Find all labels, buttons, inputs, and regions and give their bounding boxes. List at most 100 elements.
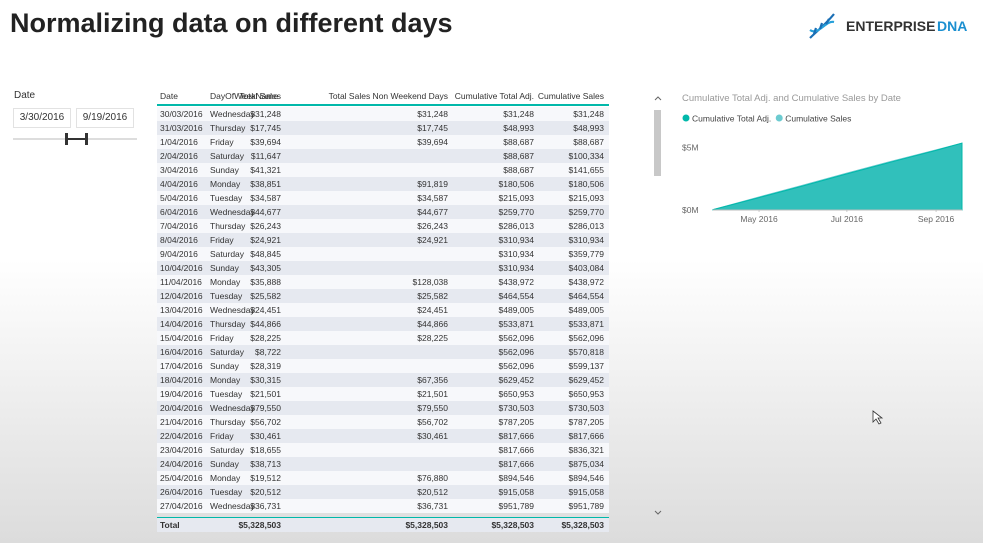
table-cell: Saturday <box>210 347 245 357</box>
table-cell: $19,512 <box>250 473 281 483</box>
slicer-start[interactable]: 3/30/2016 <box>13 108 71 128</box>
area <box>712 142 963 211</box>
table-cell: $5,328,503 <box>561 520 604 530</box>
table-cell: Total <box>160 520 180 530</box>
table-cell: $259,770 <box>498 207 534 217</box>
table-cell: Thursday <box>210 417 246 427</box>
table-cell: $8,722 <box>255 347 281 357</box>
table-header: Date DayOfWeekName Total Sales Total Sales … <box>157 89 609 106</box>
table-cell: $100,334 <box>568 151 604 161</box>
y-tick-label: $5M <box>682 142 699 152</box>
table-cell: $562,096 <box>498 347 534 357</box>
table-cell: Saturday <box>210 249 245 259</box>
table-row: 20/04/2016 Wednesday $79,550 $79,550 $730,50… <box>157 401 609 415</box>
table-cell: 17/04/2016 <box>160 361 203 371</box>
table-cell: Wednesday <box>210 109 255 119</box>
table-row: 22/04/2016 Friday $30,461 $30,461 $817,666 $8… <box>157 429 609 443</box>
table-cell: 8/04/2016 <box>160 235 198 245</box>
table-row: 14/04/2016 Thursday $44,866 $44,866 $533,871… <box>157 317 609 331</box>
slicer-track[interactable] <box>13 132 138 146</box>
table-cell: 14/04/2016 <box>160 319 203 329</box>
table-row: 21/04/2016 Thursday $56,702 $56,702 $787,205… <box>157 415 609 429</box>
table-cell: 9/04/2016 <box>160 249 198 259</box>
table-cell: $180,506 <box>498 179 534 189</box>
table-cell: $180,506 <box>568 179 604 189</box>
table-cell: $41,321 <box>250 165 281 175</box>
table-row: 17/04/2016 Sunday $28,319 $562,096 $599,137 <box>157 359 609 373</box>
table-cell: $533,871 <box>498 319 534 329</box>
table-row: 27/04/2016 Wednesday $36,731 $36,731 $951,78… <box>157 499 609 513</box>
table-cell: $259,770 <box>568 207 604 217</box>
table-row: 2/04/2016 Saturday $11,647 $88,687 $100,334 <box>157 149 609 163</box>
table-cell: $38,713 <box>250 459 281 469</box>
table-cell: Monday <box>210 179 241 189</box>
table-cell: $24,921 <box>250 235 281 245</box>
table-cell: $38,851 <box>250 179 281 189</box>
table-cell: Friday <box>210 137 234 147</box>
table-cell: $67,356 <box>417 375 448 385</box>
table-cell: 6/04/2016 <box>160 207 198 217</box>
slicer-end[interactable]: 9/19/2016 <box>76 108 134 128</box>
table-cell: $79,550 <box>250 403 281 413</box>
table-cell: $5,328,503 <box>405 520 448 530</box>
table-cell: $21,501 <box>417 389 448 399</box>
table-cell: 11/04/2016 <box>160 277 202 287</box>
table-cell: $650,953 <box>498 389 534 399</box>
x-tick-label: Jul 2016 <box>831 214 863 224</box>
table-row: 16/04/2016 Saturday $8,722 $562,096 $570,818 <box>157 345 609 359</box>
table-cell: 27/04/2016 <box>160 501 203 511</box>
table-cell: $25,582 <box>417 291 448 301</box>
table-cell: DayOfWeekName <box>210 91 279 101</box>
table-cell: Tuesday <box>210 193 243 203</box>
table-row: 19/04/2016 Tuesday $21,501 $21,501 $650,953 $… <box>157 387 609 401</box>
table-total: Total $5,328,503 $5,328,503 $5,328,503 $5,32… <box>157 517 609 532</box>
logo: ENTERPRISE DNA <box>809 13 967 39</box>
table-cell: Sunday <box>210 361 239 371</box>
table-cell: Saturday <box>210 151 245 161</box>
table-cell: $30,315 <box>250 375 281 385</box>
table-cell: $79,550 <box>417 403 448 413</box>
table-cell: 7/04/2016 <box>160 221 198 231</box>
table-cell: 21/04/2016 <box>160 417 203 427</box>
chart: Cumulative Total Adj. and Cumulative Sal… <box>682 93 963 224</box>
table-row: 11/04/2016 Monday $35,888 $128,038 $438,972 $… <box>157 275 609 289</box>
table-row: 25/04/2016 Monday $19,512 $76,880 $894,546 $8… <box>157 471 609 485</box>
table-cell: $24,921 <box>417 235 448 245</box>
table-cell: $48,993 <box>503 123 534 133</box>
table-cell: $88,687 <box>573 137 604 147</box>
table-cell: $464,554 <box>568 291 604 301</box>
table-cell: Wednesday <box>210 403 255 413</box>
table-cell: $562,096 <box>498 333 534 343</box>
table-cell: $894,546 <box>498 473 534 483</box>
table-cell: $34,587 <box>417 193 448 203</box>
table-cell: $817,666 <box>498 445 534 455</box>
table-cell: 16/04/2016 <box>160 347 203 357</box>
table-cell: 19/04/2016 <box>160 389 203 399</box>
scrollbar[interactable] <box>652 92 664 520</box>
table-cell: $35,888 <box>250 277 281 287</box>
table-cell: Monday <box>210 375 241 385</box>
table-cell: 18/04/2016 <box>160 375 203 385</box>
table-cell: Total Sales <box>239 91 281 101</box>
table-row: 1/04/2016 Friday $39,694 $39,694 $88,687 $88,… <box>157 135 609 149</box>
table-cell: Sunday <box>210 165 239 175</box>
table-cell: Friday <box>210 333 234 343</box>
logo-secondary: DNA <box>937 18 967 34</box>
table-cell: $26,243 <box>417 221 448 231</box>
table-cell: $36,731 <box>250 501 281 511</box>
table-cell: $730,503 <box>568 403 604 413</box>
table-cell: $489,005 <box>498 305 534 315</box>
table-cell: Wednesday <box>210 207 255 217</box>
table-cell: $5,328,503 <box>491 520 534 530</box>
table-cell: $894,546 <box>568 473 604 483</box>
table-cell: 23/04/2016 <box>160 445 203 455</box>
table-row: 12/04/2016 Tuesday $25,582 $25,582 $464,554 $… <box>157 289 609 303</box>
table-cell: $44,677 <box>250 207 281 217</box>
table-cell: Thursday <box>210 319 246 329</box>
table-row: 13/04/2016 Wednesday $24,451 $24,451 $489,00… <box>157 303 609 317</box>
table-cell: $310,934 <box>498 235 534 245</box>
table-cell: $562,096 <box>568 333 604 343</box>
table-cell: $43,305 <box>250 263 281 273</box>
table-cell: 20/04/2016 <box>160 403 203 413</box>
